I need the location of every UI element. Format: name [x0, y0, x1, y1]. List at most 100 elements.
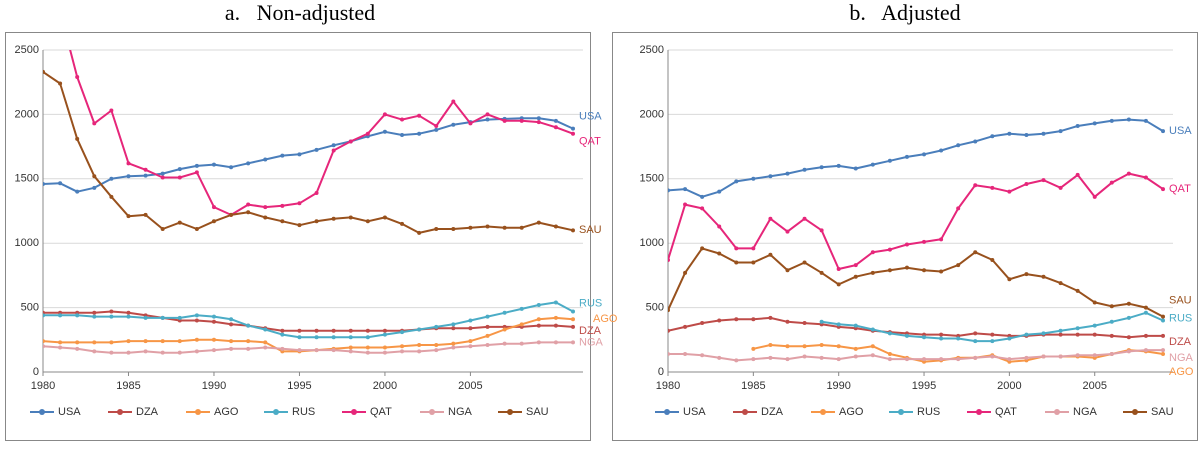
series-end-label: NGA: [579, 336, 604, 348]
point-marker: [417, 230, 422, 235]
point-marker: [1143, 118, 1148, 123]
point-marker: [434, 123, 439, 128]
point-marker: [553, 125, 558, 130]
point-marker: [400, 117, 405, 122]
point-marker: [887, 351, 892, 356]
point-marker: [1075, 288, 1080, 293]
point-marker: [211, 314, 216, 319]
point-marker: [194, 227, 199, 232]
point-marker: [870, 250, 875, 255]
point-marker: [1161, 129, 1165, 134]
point-marker: [451, 227, 456, 232]
series-line-group: [819, 310, 1165, 344]
point-marker: [211, 348, 216, 353]
point-marker: [58, 9, 62, 13]
point-marker: [194, 337, 199, 342]
point-marker: [417, 113, 422, 118]
point-marker: [768, 342, 773, 347]
point-marker: [126, 174, 131, 179]
point-marker: [1126, 349, 1131, 354]
series-line: [43, 316, 574, 353]
series-line: [69, 50, 574, 216]
point-marker: [519, 306, 524, 311]
point-marker: [1126, 117, 1131, 122]
point-marker: [956, 206, 961, 211]
point-marker: [280, 332, 285, 337]
point-marker: [819, 270, 824, 275]
point-marker: [109, 309, 114, 314]
point-marker: [75, 340, 80, 345]
point-marker: [990, 332, 995, 337]
series-line: [43, 301, 574, 339]
point-marker: [1126, 315, 1131, 320]
x-tick-label: 1985: [116, 380, 140, 392]
point-marker: [668, 308, 670, 313]
point-marker: [536, 340, 541, 345]
point-marker: [365, 131, 370, 136]
legend-marker: [742, 409, 748, 415]
point-marker: [75, 75, 80, 80]
point-marker: [836, 282, 841, 287]
point-marker: [468, 339, 473, 344]
point-marker: [75, 346, 80, 351]
point-marker: [451, 326, 456, 331]
point-marker: [1161, 314, 1165, 319]
point-marker: [1058, 328, 1063, 333]
series-line: [668, 349, 1163, 362]
point-marker: [717, 189, 722, 194]
point-marker: [802, 354, 807, 359]
series-end-label: QAT: [579, 136, 601, 148]
point-marker: [246, 161, 251, 166]
series-line-group: [668, 246, 1165, 319]
point-marker: [160, 315, 165, 320]
point-marker: [211, 219, 216, 224]
point-marker: [802, 344, 807, 349]
legend-label: DZA: [761, 406, 784, 418]
series-line: [43, 117, 574, 193]
y-tick-label: 500: [646, 302, 664, 314]
point-marker: [417, 342, 422, 347]
point-marker: [922, 268, 927, 273]
point-marker: [485, 224, 490, 229]
point-marker: [451, 345, 456, 350]
legend-label: QAT: [995, 406, 1017, 418]
point-marker: [1007, 189, 1012, 194]
point-marker: [668, 257, 670, 262]
point-marker: [683, 270, 688, 275]
point-marker: [571, 228, 575, 233]
x-tick-label: 2000: [373, 380, 397, 392]
point-marker: [194, 318, 199, 323]
point-marker: [1075, 123, 1080, 128]
point-marker: [485, 314, 490, 319]
series-line-group: [668, 117, 1165, 199]
point-marker: [263, 340, 268, 345]
point-marker: [126, 214, 131, 219]
x-tick-label: 1985: [741, 380, 765, 392]
legend-marker: [351, 409, 357, 415]
point-marker: [331, 348, 336, 353]
point-marker: [553, 224, 558, 229]
point-marker: [348, 215, 353, 220]
point-marker: [1143, 175, 1148, 180]
point-marker: [382, 112, 387, 117]
point-marker: [1161, 333, 1165, 338]
point-marker: [683, 187, 688, 192]
point-marker: [973, 183, 978, 188]
point-marker: [1092, 332, 1097, 337]
point-marker: [502, 327, 507, 332]
point-marker: [887, 357, 892, 362]
point-marker: [734, 246, 739, 251]
series-end-label: RUS: [1169, 312, 1192, 324]
legend-label: SAU: [1151, 406, 1174, 418]
point-marker: [836, 357, 841, 362]
point-marker: [519, 322, 524, 327]
point-marker: [43, 339, 45, 344]
point-marker: [58, 313, 63, 318]
point-marker: [434, 348, 439, 353]
point-marker: [485, 342, 490, 347]
point-marker: [194, 170, 199, 175]
point-marker: [956, 336, 961, 341]
point-marker: [836, 163, 841, 168]
point-marker: [939, 336, 944, 341]
series-end-label: SAU: [579, 224, 602, 236]
